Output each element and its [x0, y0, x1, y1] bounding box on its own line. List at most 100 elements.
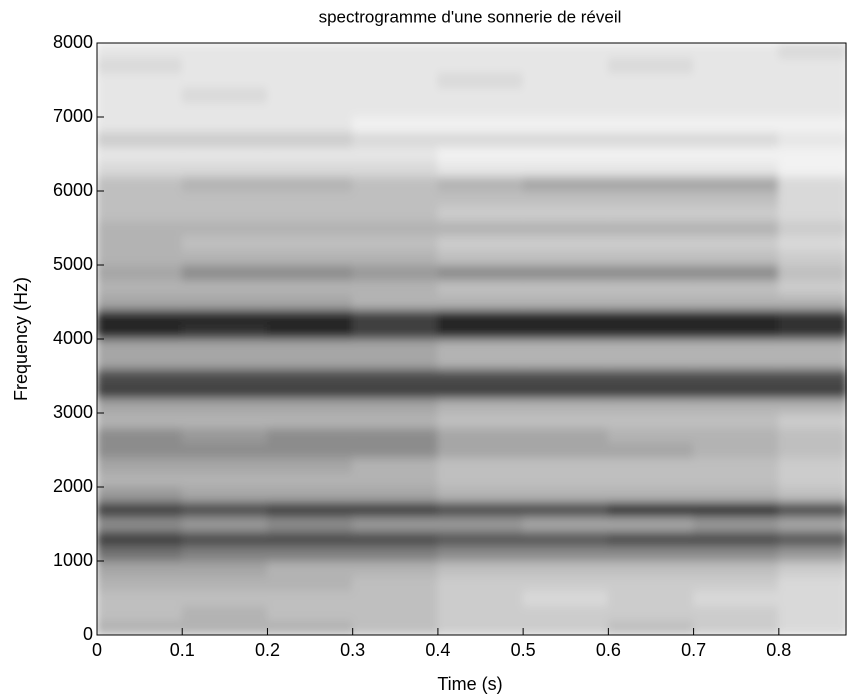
spectrogram-cell: [607, 427, 695, 444]
spectrogram-cell: [97, 575, 183, 592]
spectrogram-cell: [352, 131, 439, 148]
spectrogram-cell: [437, 604, 524, 621]
spectrogram-cell: [97, 220, 183, 236]
spectrogram-cell: [693, 101, 780, 118]
spectrogram-cell: [693, 604, 780, 621]
spectrogram-cell: [266, 101, 354, 118]
spectrogram-cell: [778, 516, 847, 532]
spectrogram-cell: [522, 294, 609, 310]
spectrogram-cell: [181, 368, 268, 384]
spectrogram-cell: [181, 131, 268, 148]
spectrogram-cell: [607, 101, 695, 118]
spectrogram-cell: [437, 530, 524, 547]
spectrogram-cell: [778, 190, 847, 207]
spectrogram-cell: [522, 604, 609, 621]
spectrogram-cell: [97, 234, 183, 251]
spectrogram-cell: [352, 604, 439, 621]
spectrogram-cell: [181, 516, 268, 532]
spectrogram-cell: [181, 353, 268, 370]
spectrogram-cell: [266, 57, 354, 74]
spectrogram-cell: [437, 560, 524, 577]
spectrogram-cell: [97, 353, 183, 370]
spectrogram-cell: [522, 249, 609, 266]
spectrogram-cell: [437, 442, 524, 458]
spectrogram-cell: [437, 397, 524, 414]
spectrogram-cell: [522, 412, 609, 429]
spectrogram-cell: [607, 175, 695, 192]
spectrogram-cell: [181, 323, 268, 340]
spectrogram-cell: [693, 264, 780, 281]
spectrogram-cell: [607, 294, 695, 310]
spectrogram-cell: [522, 190, 609, 207]
spectrogram-cell: [352, 308, 439, 325]
spectrogram-cell: [352, 72, 439, 88]
spectrogram-cell: [607, 131, 695, 148]
spectrogram-cell: [437, 205, 524, 222]
spectrogram-cell: [693, 294, 780, 310]
spectrogram-cell: [97, 146, 183, 162]
spectrogram-cell: [522, 308, 609, 325]
spectrogram-cell: [437, 471, 524, 488]
spectrogram-cell: [352, 264, 439, 281]
spectrogram-cell: [778, 412, 847, 429]
spectrogram-cell: [437, 338, 524, 355]
spectrogram-cell: [693, 160, 780, 177]
spectrogram-cell: [693, 353, 780, 370]
spectrogram-cell: [522, 146, 609, 162]
spectrogram-cell: [607, 43, 695, 59]
spectrogram-cell: [522, 575, 609, 592]
spectrogram-cell: [607, 116, 695, 133]
spectrogram-cell: [522, 264, 609, 281]
spectrogram-cell: [607, 412, 695, 429]
spectrogram-cell: [181, 530, 268, 547]
spectrogram-cell: [352, 575, 439, 592]
spectrogram-cell: [97, 86, 183, 103]
spectrogram-cell: [693, 279, 780, 296]
spectrogram-cell: [693, 575, 780, 592]
spectrogram-cell: [607, 220, 695, 236]
spectrogram-cell: [778, 442, 847, 458]
y-tick-label: 2000: [53, 476, 93, 496]
spectrogram-cell: [437, 146, 524, 162]
spectrogram-cell: [97, 175, 183, 192]
spectrogram-cell: [522, 382, 609, 399]
x-tick-label: 0.5: [511, 640, 536, 660]
spectrogram-cell: [693, 442, 780, 458]
spectrogram-cell: [266, 234, 354, 251]
spectrogram: [97, 43, 847, 635]
spectrogram-cell: [778, 116, 847, 133]
spectrogram-cell: [437, 412, 524, 429]
spectrogram-cell: [266, 397, 354, 414]
spectrogram-cell: [97, 619, 183, 635]
spectrogram-cell: [97, 604, 183, 621]
spectrogram-cell: [181, 86, 268, 103]
spectrogram-cell: [97, 442, 183, 458]
spectrogram-cell: [522, 530, 609, 547]
spectrogram-cell: [437, 234, 524, 251]
spectrogram-cell: [266, 264, 354, 281]
spectrogram-cell: [352, 160, 439, 177]
spectrogram-cell: [97, 190, 183, 207]
spectrogram-cell: [97, 294, 183, 310]
spectrogram-cell: [607, 560, 695, 577]
spectrogram-cell: [352, 442, 439, 458]
spectrogram-cell: [693, 175, 780, 192]
spectrogram-cell: [607, 234, 695, 251]
spectrogram-cell: [693, 43, 780, 59]
spectrogram-cell: [522, 338, 609, 355]
spectrogram-cell: [352, 590, 439, 606]
spectrogram-cell: [607, 205, 695, 222]
spectrogram-cell: [266, 427, 354, 444]
spectrogram-cell: [437, 116, 524, 133]
spectrogram-cell: [522, 101, 609, 118]
spectrogram-cell: [352, 190, 439, 207]
spectrogram-cell: [522, 86, 609, 103]
spectrogram-cell: [352, 530, 439, 547]
spectrogram-cell: [266, 43, 354, 59]
spectrogram-cell: [778, 43, 847, 59]
spectrogram-cell: [437, 86, 524, 103]
spectrogram-cell: [181, 575, 268, 592]
x-tick-label: 0.8: [766, 640, 791, 660]
spectrogram-cell: [437, 456, 524, 473]
spectrogram-cell: [181, 545, 268, 562]
